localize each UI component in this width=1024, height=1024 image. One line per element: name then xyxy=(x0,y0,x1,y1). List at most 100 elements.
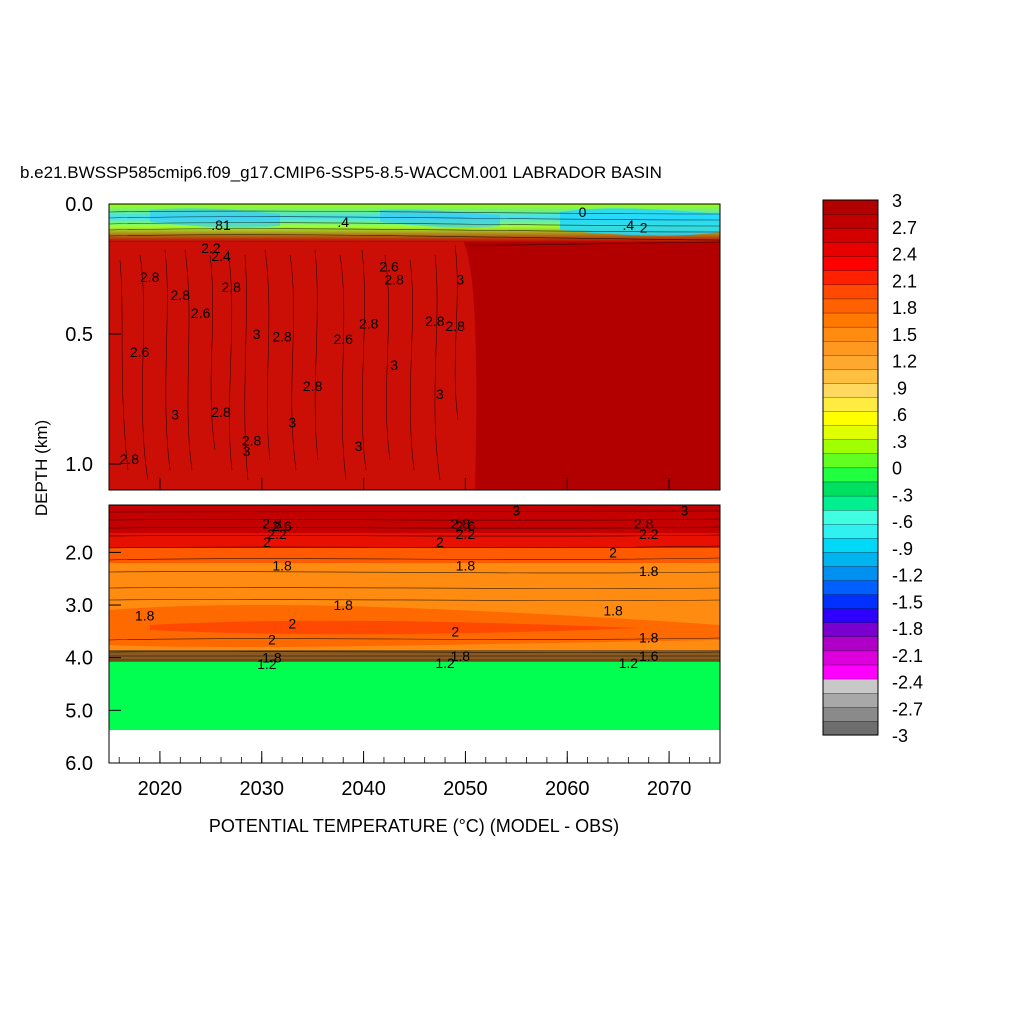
contour-label: 1.2 xyxy=(619,655,639,671)
colorbar-label: 0 xyxy=(892,459,902,479)
colorbar-frame xyxy=(822,199,879,736)
layer-red xyxy=(109,533,720,549)
contour-label: 1.8 xyxy=(456,558,476,574)
contour-label: 1.8 xyxy=(262,650,282,666)
colorbar-swatch xyxy=(822,720,879,736)
colorbar-swatch xyxy=(822,622,879,637)
contour-label: 2.8 xyxy=(221,279,241,295)
x-tick-label: 2030 xyxy=(240,778,285,800)
contour-label: 2.8 xyxy=(272,329,292,345)
colorbar-swatch xyxy=(822,481,879,497)
colorbar-swatch xyxy=(822,213,879,229)
colorbar-label: 2.1 xyxy=(892,271,917,291)
colorbar-label: -.6 xyxy=(892,512,913,532)
contour-label: 3 xyxy=(512,502,520,518)
colorbar-label: 1.2 xyxy=(892,352,917,372)
colorbar-swatch xyxy=(822,256,879,271)
contour-label: 2.2 xyxy=(639,526,659,542)
colorbar-swatch xyxy=(822,453,879,469)
contour-label: 1.8 xyxy=(333,597,353,613)
colorbar-swatch xyxy=(822,692,879,708)
contour-label: 3 xyxy=(253,326,261,342)
contour-label: 0 xyxy=(579,204,587,220)
contour-label: 1.2 xyxy=(257,656,277,672)
y-tick-label: 0.5 xyxy=(65,324,93,346)
colorbar-swatch xyxy=(822,565,879,581)
contour-label: 2.8 xyxy=(359,316,379,332)
contour-label: 2 xyxy=(436,534,444,550)
colorbar-label: -2.4 xyxy=(892,673,923,693)
colorbar-swatch xyxy=(822,354,879,370)
contour-label: 2 xyxy=(640,219,648,235)
colorbar-label: 1.5 xyxy=(892,325,917,345)
colorbar-label: -2.7 xyxy=(892,699,923,719)
colorbar-swatch xyxy=(822,706,879,722)
contour-label: 2.2 xyxy=(267,526,287,542)
chart-title: b.e21.BWSSP585cmip6.f09_g17.CMIP6-SSP5-8… xyxy=(20,163,662,182)
colorbar-label: -1.2 xyxy=(892,566,923,586)
contour-label: 2.8 xyxy=(262,515,282,531)
colorbar-swatch xyxy=(822,678,879,694)
upper-panel xyxy=(108,203,721,491)
contour-label: 2.8 xyxy=(242,433,262,449)
y-tick-label: 3.0 xyxy=(65,595,93,617)
colorbar-swatch xyxy=(822,228,879,243)
contour-labels: 2.82.82.62.62.832.82.82.832.832.62.82.82… xyxy=(120,204,689,672)
colorbar-swatch xyxy=(822,495,879,511)
colorbar-swatch xyxy=(822,636,879,652)
colorbar-swatch xyxy=(822,439,879,454)
colorbar-swatch xyxy=(822,551,879,567)
contour-label: 2 xyxy=(263,534,271,550)
y-axis-upper: 0.0 0.5 1.0 xyxy=(65,194,121,476)
colorbar-swatch xyxy=(822,608,879,623)
colorbar-label: -.3 xyxy=(892,485,913,505)
colorbar-swatch xyxy=(822,368,879,384)
contour-label: 3 xyxy=(680,502,688,518)
colorbar-swatch xyxy=(822,298,879,314)
colorbar-label: -.9 xyxy=(892,539,913,559)
colorbar-label: -1.8 xyxy=(892,619,923,639)
upper-frame xyxy=(108,203,721,491)
colorbar-label: -3 xyxy=(892,726,908,746)
contour-label: 2.8 xyxy=(171,287,191,303)
colorbar-swatch xyxy=(822,396,879,412)
colorbar-swatch xyxy=(822,537,879,553)
x-axis: 2020 2030 2040 2050 2060 2070 xyxy=(118,478,711,800)
colorbar-swatch xyxy=(822,340,879,356)
contour-label: 2.8 xyxy=(384,271,404,287)
contour-label: 2.8 xyxy=(634,515,654,531)
contour-label: 2.8 xyxy=(425,313,445,329)
contour-label: .81 xyxy=(211,217,231,233)
surface-cold-patch xyxy=(560,208,720,236)
colorbar-swatch xyxy=(822,411,879,426)
colorbar-label: -1.5 xyxy=(892,592,923,612)
colorbar-swatch xyxy=(822,284,879,300)
colorbar-swatch xyxy=(822,467,879,483)
colorbar-swatch xyxy=(822,509,879,525)
y-axis-label: DEPTH (km) xyxy=(32,420,51,516)
contour-label: 2 xyxy=(609,544,617,560)
x-axis-label: POTENTIAL TEMPERATURE (°C) (MODEL - OBS) xyxy=(209,816,619,836)
y-tick-label: 1.0 xyxy=(65,454,93,476)
colorbar-swatch xyxy=(822,199,879,215)
contour-label: 2.6 xyxy=(191,305,211,321)
colorbar-swatch xyxy=(822,312,879,328)
contour-label: 2 xyxy=(288,615,296,631)
y-tick-label: 2.0 xyxy=(65,542,93,564)
deep-warm-core xyxy=(150,620,640,635)
colorbar-label: 2.4 xyxy=(892,245,917,265)
contour-label: 2 xyxy=(451,623,459,639)
y-axis-lower: 2.0 3.0 4.0 5.0 6.0 xyxy=(65,542,121,775)
colorbar: 3 2.7 2.4 2.1 1.8 1.5 1.2 .9 .6 .3 0 -.3 -.6 -.9 -1.2 -… xyxy=(822,191,923,746)
contour-label: 1.6 xyxy=(639,648,659,664)
colorbar-swatch xyxy=(822,270,879,286)
contour-label: 3 xyxy=(436,386,444,402)
contour-label: 2.4 xyxy=(211,248,231,264)
contour-label: 1.8 xyxy=(639,630,659,646)
colorbar-swatch xyxy=(822,650,879,666)
colorbar-swatch xyxy=(822,242,879,257)
y-tick-label: 5.0 xyxy=(65,700,93,722)
colorbar-label: 3 xyxy=(892,191,902,211)
layer-orange-red xyxy=(109,548,720,564)
